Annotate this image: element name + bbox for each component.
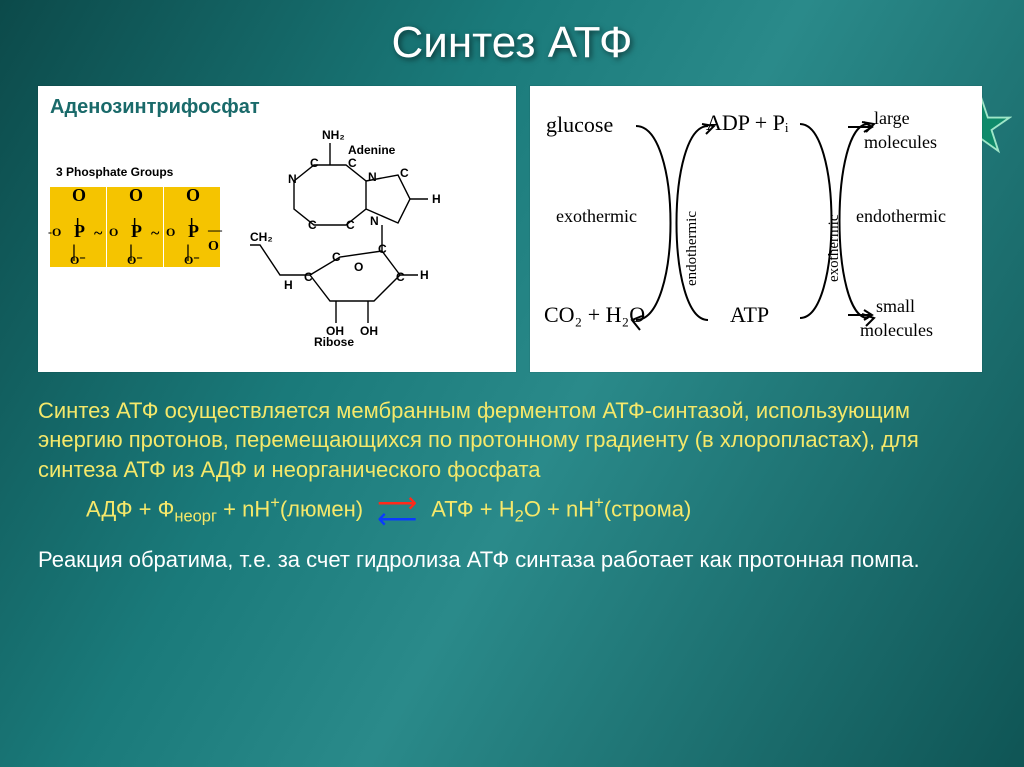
body-paragraph-2: Реакция обратима, т.е. за счет гидролиза… bbox=[38, 545, 986, 574]
txt-large: large bbox=[874, 108, 910, 129]
svg-text:OH: OH bbox=[326, 324, 344, 338]
svg-text:H: H bbox=[432, 192, 441, 206]
svg-text:H: H bbox=[420, 268, 429, 282]
slide-title: Синтез АТФ bbox=[38, 18, 986, 68]
svg-text:C: C bbox=[332, 250, 341, 264]
phosphate-3: O || O P —O | O⁻ bbox=[164, 187, 220, 267]
txt-adp-pi: ADP + Pᵢ bbox=[706, 110, 788, 136]
txt-small: small bbox=[876, 296, 915, 317]
label-phosphate-groups: 3 Phosphate Groups bbox=[56, 165, 173, 179]
curve-left bbox=[636, 120, 716, 345]
arrow-small-mol bbox=[848, 308, 878, 327]
eq-left: АДФ + Фнеорг + nH+(люмен) bbox=[86, 494, 363, 527]
panels-row: Аденозинтрифосфат 3 Phosphate Groups Ade… bbox=[38, 86, 986, 372]
svg-text:OH: OH bbox=[360, 324, 378, 338]
reversible-arrows-icon: ⟶ ⟵ bbox=[377, 495, 417, 526]
svg-text:C: C bbox=[304, 270, 313, 284]
svg-text:C: C bbox=[310, 156, 319, 170]
svg-text:C: C bbox=[308, 218, 317, 232]
txt-exothermic: exothermic bbox=[556, 206, 637, 227]
phosphate-row: O || -O P ~ | O⁻ O || O P ~ | bbox=[50, 187, 221, 267]
txt-atp: ATP bbox=[730, 302, 769, 328]
svg-text:C: C bbox=[400, 166, 409, 180]
svg-text:CH₂: CH₂ bbox=[250, 230, 273, 244]
atp-structure-panel: Аденозинтрифосфат 3 Phosphate Groups Ade… bbox=[38, 86, 516, 372]
adenine-ribose-structure: NH₂ N C C N C N C C H CH₂ C C C bbox=[250, 125, 510, 355]
svg-text:H: H bbox=[284, 278, 293, 292]
eq-right: АТФ + H2O + nH+(строма) bbox=[431, 494, 691, 527]
svg-text:N: N bbox=[288, 172, 297, 186]
svg-text:NH₂: NH₂ bbox=[322, 128, 345, 142]
atp-diagram: 3 Phosphate Groups Adenine Ribose O || -… bbox=[50, 125, 504, 355]
phosphate-2: O || O P ~ | O⁻ bbox=[107, 187, 163, 267]
svg-text:C: C bbox=[378, 242, 387, 256]
atp-heading: Аденозинтрифосфат bbox=[50, 96, 504, 119]
phosphate-1: O || -O P ~ | O⁻ bbox=[50, 187, 106, 267]
energy-scheme-panel: glucose ADP + Pᵢ large molecules exother… bbox=[530, 86, 982, 372]
txt-glucose: glucose bbox=[546, 112, 613, 138]
txt-co2-h2o: CO₂ + H₂O bbox=[544, 302, 645, 328]
svg-text:O: O bbox=[354, 260, 363, 274]
equation-line: АДФ + Фнеорг + nH+(люмен) ⟶ ⟵ АТФ + H2O … bbox=[38, 494, 986, 527]
svg-text:N: N bbox=[368, 170, 377, 184]
slide: Синтез АТФ Аденозинтрифосфат 3 Phosphate… bbox=[0, 0, 1024, 767]
arrow-large-mol bbox=[848, 120, 878, 139]
svg-text:C: C bbox=[396, 270, 405, 284]
body-paragraph-1: Синтез АТФ осуществляется мембранным фер… bbox=[38, 396, 986, 484]
svg-text:C: C bbox=[346, 218, 355, 232]
svg-text:C: C bbox=[348, 156, 357, 170]
svg-text:N: N bbox=[370, 214, 379, 228]
